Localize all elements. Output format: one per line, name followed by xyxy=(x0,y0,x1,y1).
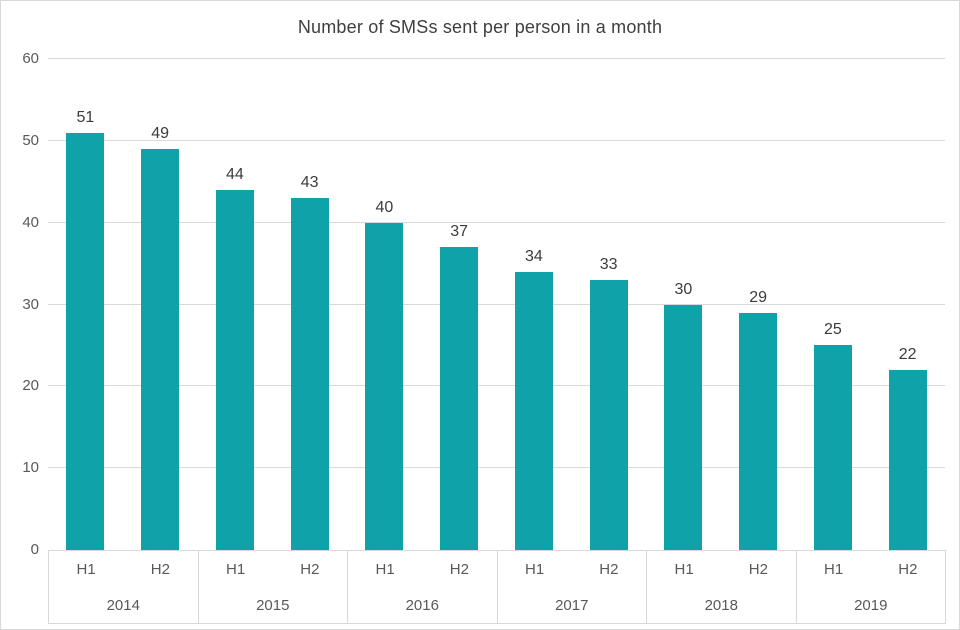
x-year-label: 2015 xyxy=(256,597,290,614)
bar-value-label: 37 xyxy=(450,223,469,241)
gridline xyxy=(48,467,945,469)
bar-value-label: 34 xyxy=(524,247,543,265)
bar xyxy=(141,149,180,550)
x-sub-label: H2 xyxy=(150,561,170,578)
x-sub-label: H1 xyxy=(674,561,694,578)
bar-value-label: 30 xyxy=(674,280,693,298)
y-tick-label: 10 xyxy=(22,459,39,477)
x-sub-label: H1 xyxy=(375,561,395,578)
bar-value-label: 40 xyxy=(375,198,394,216)
x-year-label: 2014 xyxy=(106,597,140,614)
x-year-label: 2017 xyxy=(555,597,589,614)
gridline xyxy=(48,385,945,387)
y-tick-label: 40 xyxy=(22,213,39,231)
x-sub-label: H1 xyxy=(824,561,844,578)
bar xyxy=(664,304,703,550)
y-tick-label: 20 xyxy=(22,377,39,395)
bar-value-label: 49 xyxy=(151,125,170,143)
x-axis-group: H1 H2 2014 xyxy=(49,551,199,623)
x-sub-label: H2 xyxy=(748,561,768,578)
y-tick-label: 60 xyxy=(22,50,39,67)
gridline xyxy=(48,303,945,305)
bar xyxy=(66,132,105,550)
y-axis-labels: 0 10 20 30 40 50 60 xyxy=(1,50,39,558)
bar xyxy=(365,222,404,550)
bar xyxy=(215,189,254,550)
bar-value-label: 25 xyxy=(823,321,842,339)
bar xyxy=(813,345,852,550)
x-axis: H1 H2 2014 H1 H2 2015 H1 H2 2016 H1 H2 2017 H1 H2 2018… xyxy=(48,550,946,624)
x-sub-label: H1 xyxy=(226,561,246,578)
bar-value-label: 33 xyxy=(599,255,618,273)
x-year-label: 2016 xyxy=(405,597,439,614)
bar xyxy=(514,271,553,550)
bar-value-label: 44 xyxy=(225,165,244,183)
x-year-label: 2019 xyxy=(854,597,888,614)
x-axis-group: H1 H2 2017 xyxy=(498,551,647,623)
x-sub-label: H2 xyxy=(300,561,320,578)
gridline xyxy=(48,139,945,141)
chart-title: Number of SMSs sent per person in a mont… xyxy=(297,17,663,37)
x-axis-group: H1 H2 2018 xyxy=(647,551,797,623)
x-sub-label: H2 xyxy=(898,561,918,578)
x-sub-label: H1 xyxy=(525,561,545,578)
x-axis-group: H1 H2 2015 xyxy=(199,551,348,623)
plot-area: 51 49 44 43 40 37 34 33 30 29 25 22 xyxy=(48,58,945,550)
x-sub-label: H2 xyxy=(599,561,619,578)
gridline xyxy=(48,221,945,223)
bar-value-label: 22 xyxy=(898,345,917,363)
x-year-label: 2018 xyxy=(704,597,738,614)
x-sub-label: H1 xyxy=(76,561,96,578)
x-sub-label: H2 xyxy=(449,561,469,578)
bar xyxy=(739,312,778,550)
bar-value-label: 29 xyxy=(749,288,768,306)
bar xyxy=(440,247,479,550)
bar-value-label: 43 xyxy=(300,174,319,192)
x-axis-group: H1 H2 2016 xyxy=(348,551,498,623)
y-tick-label: 50 xyxy=(22,131,39,149)
y-tick-label: 30 xyxy=(22,295,39,313)
bar xyxy=(589,279,628,550)
bar xyxy=(290,198,329,550)
y-tick-label: 0 xyxy=(30,541,39,558)
gridline xyxy=(48,58,945,59)
bar-value-label: 51 xyxy=(76,108,95,126)
x-axis-group: H1 H2 2019 xyxy=(797,551,946,623)
bar xyxy=(888,369,927,550)
